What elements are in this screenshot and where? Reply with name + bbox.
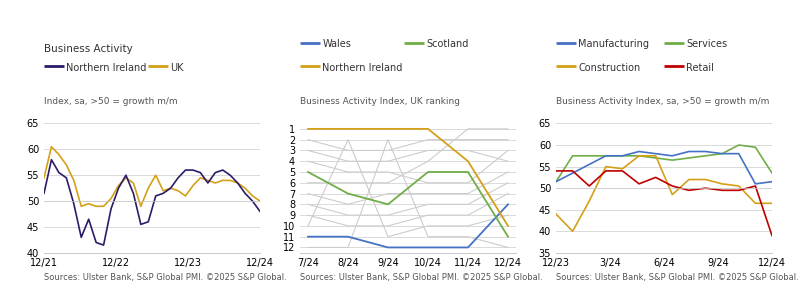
Text: Business Activity Index, UK ranking: Business Activity Index, UK ranking [300,97,460,106]
Text: Construction: Construction [578,63,641,73]
Text: Business Activity Index, sa, >50 = growth m/m: Business Activity Index, sa, >50 = growt… [556,97,770,106]
Text: Business Activity: Business Activity [44,44,133,54]
Text: Retail: Retail [686,63,714,73]
Text: Wales: Wales [322,39,351,49]
Text: Northern Ireland: Northern Ireland [66,63,146,73]
Text: Sources: Ulster Bank, S&P Global PMI. ©2025 S&P Global.: Sources: Ulster Bank, S&P Global PMI. ©2… [300,273,542,283]
Text: Sources: Ulster Bank, S&P Global PMI. ©2025 S&P Global.: Sources: Ulster Bank, S&P Global PMI. ©2… [44,273,286,283]
Text: UK: UK [170,63,184,73]
Text: Manufacturing: Manufacturing [578,39,650,49]
Text: Services: Services [686,39,727,49]
Text: Scotland: Scotland [426,39,469,49]
Text: Index, sa, >50 = growth m/m: Index, sa, >50 = growth m/m [44,97,178,106]
Text: Sources: Ulster Bank, S&P Global PMI. ©2025 S&P Global.: Sources: Ulster Bank, S&P Global PMI. ©2… [556,273,798,283]
Text: Northern Ireland: Northern Ireland [322,63,402,73]
